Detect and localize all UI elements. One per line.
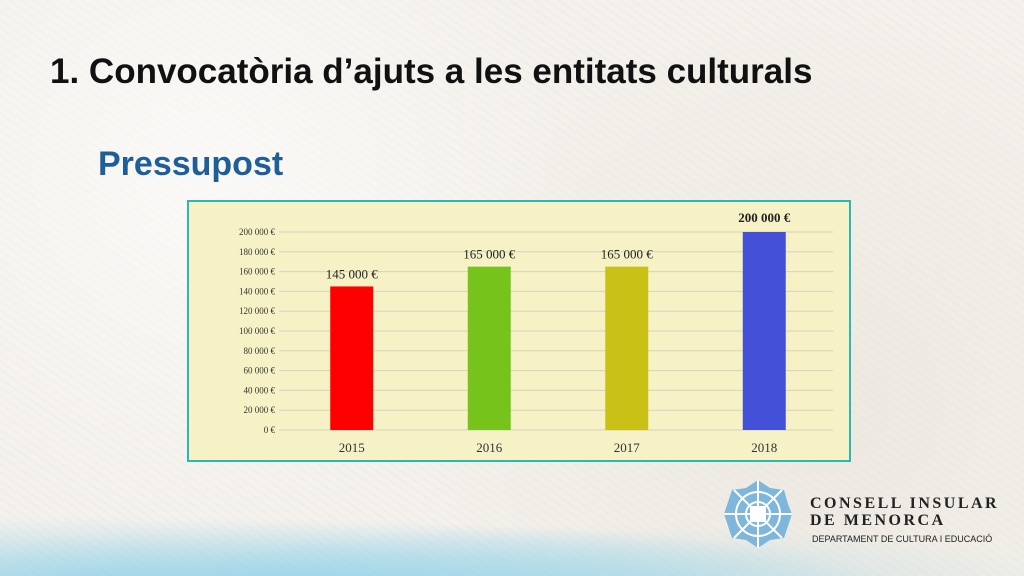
logo-text-line2: DE MENORCA	[810, 512, 946, 529]
x-tick-label-2015: 2015	[339, 440, 365, 455]
bar-2015	[330, 286, 374, 430]
y-tick-label: 0 €	[264, 425, 276, 435]
bar-2016	[467, 266, 511, 430]
y-tick-label: 120 000 €	[239, 306, 276, 316]
y-tick-label: 160 000 €	[239, 267, 276, 277]
y-tick-label: 100 000 €	[239, 326, 276, 336]
logo-text-line1: CONSELL INSULAR	[810, 495, 1000, 512]
x-tick-label-2017: 2017	[614, 440, 641, 455]
budget-chart: 0 € 20 000 € 40 000 € 60 000 € 80 000 € 100 0…	[187, 200, 851, 462]
y-tick-label: 60 000 €	[244, 366, 276, 376]
logo-department: DEPARTAMENT DE CULTURA I EDUCACIÓ	[812, 534, 993, 544]
bar-2017	[605, 266, 649, 430]
y-tick-label: 140 000 €	[239, 286, 276, 296]
y-tick-label: 40 000 €	[244, 385, 276, 395]
data-label-2017: 165 000 €	[601, 247, 654, 262]
y-tick-label: 80 000 €	[244, 346, 276, 356]
slide-subtitle: Pressupost	[98, 145, 284, 183]
slide-title: 1. Convocatòria d’ajuts a les entitats c…	[50, 52, 813, 91]
chart-svg: 0 € 20 000 € 40 000 € 60 000 € 80 000 € 100 0…	[239, 210, 833, 455]
data-label-2016: 165 000 €	[463, 247, 516, 262]
consell-emblem-icon	[724, 480, 792, 548]
x-tick-label-2016: 2016	[476, 440, 503, 455]
decorative-water	[0, 506, 1024, 576]
y-tick-label: 20 000 €	[244, 405, 276, 415]
y-tick-label: 180 000 €	[239, 247, 276, 257]
bar-2018	[742, 232, 786, 430]
data-label-2015: 145 000 €	[326, 266, 379, 281]
consell-logo: CONSELL INSULAR DE MENORCA DEPARTAMENT D…	[722, 478, 997, 550]
x-tick-label-2018: 2018	[751, 440, 777, 455]
y-tick-label: 200 000 €	[239, 227, 276, 237]
data-label-2018: 200 000 €	[738, 210, 791, 225]
